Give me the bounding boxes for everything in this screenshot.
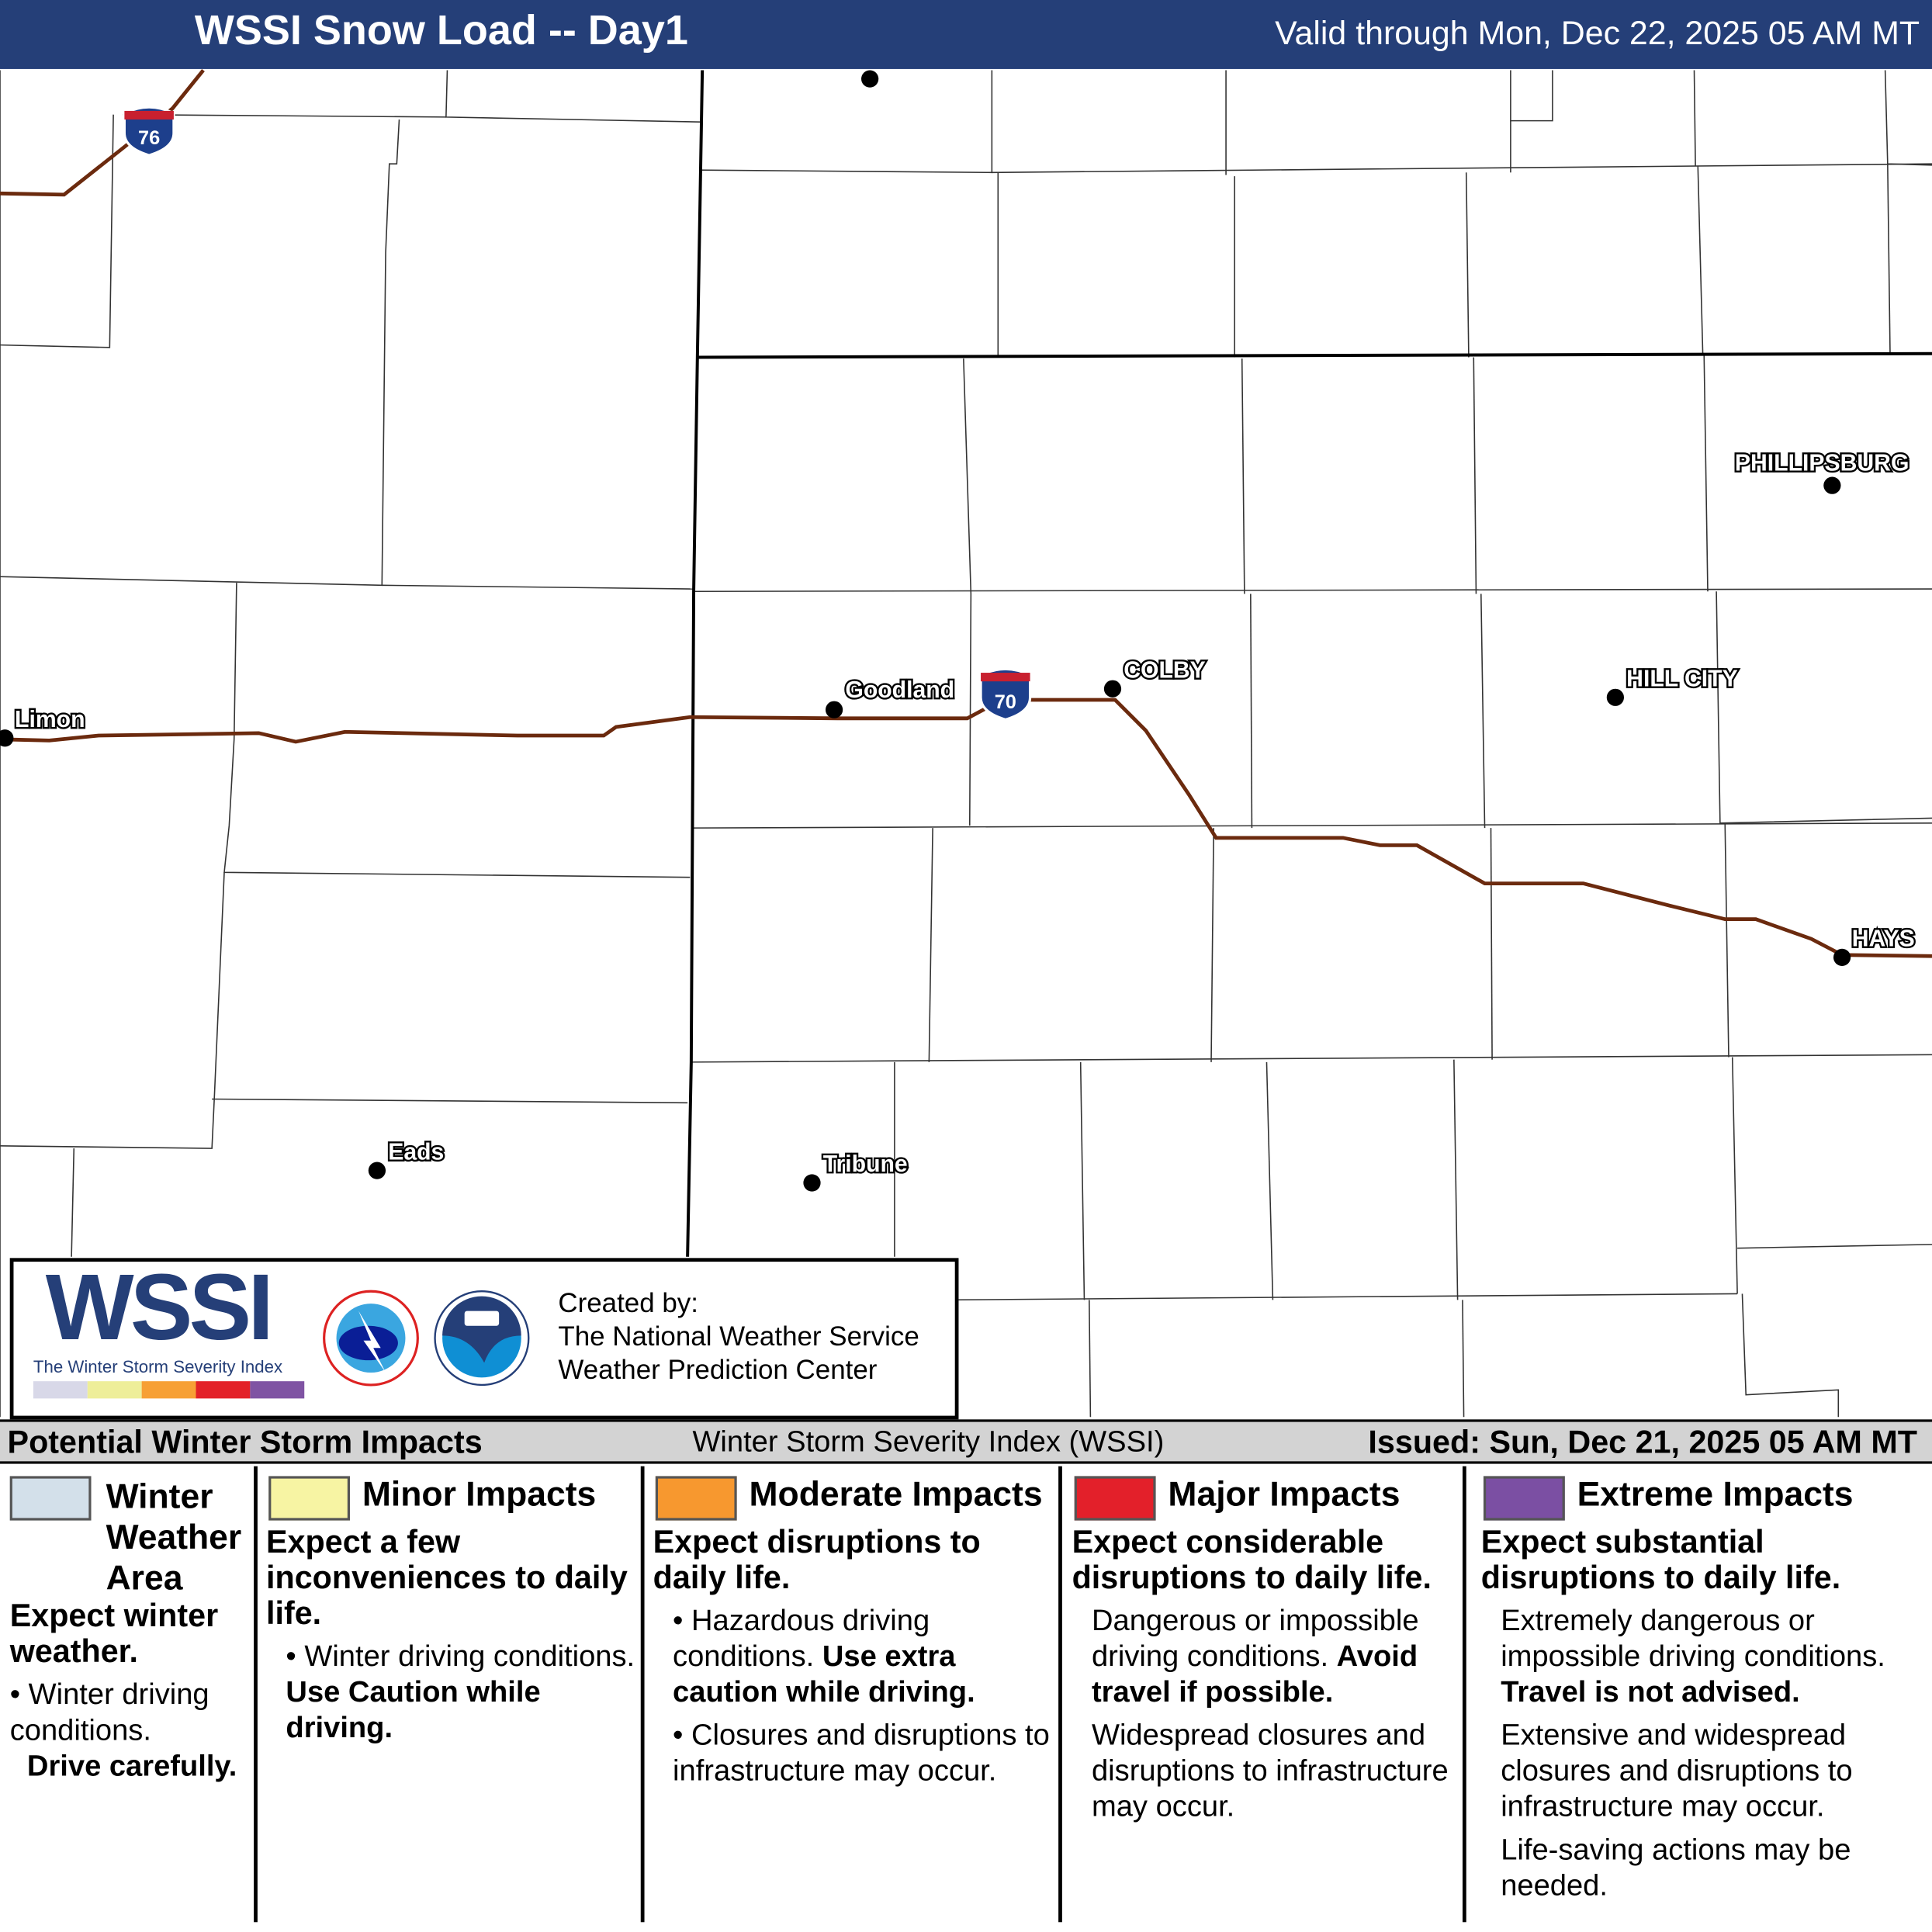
category-lead: Expect considerable disruptions to daily… — [1072, 1522, 1432, 1596]
legend-header: Potential Winter Storm Impacts Winter St… — [0, 1419, 1932, 1464]
divider — [1462, 1466, 1466, 1923]
interstate-shield-76: 76 — [123, 106, 175, 157]
shield-76-label: 76 — [138, 127, 160, 149]
creator-wpc: Weather Prediction Center — [558, 1354, 878, 1385]
city-dot — [1833, 948, 1851, 966]
item: Hazardous driving conditions. — [673, 1604, 930, 1674]
category-name: Extreme Impacts — [1577, 1474, 1854, 1514]
interstate-shield-70: 70 — [979, 667, 1032, 722]
city-dot — [1823, 476, 1841, 494]
swatch — [1483, 1476, 1565, 1521]
divider — [1058, 1466, 1062, 1923]
city-label-goodland: Goodland — [845, 677, 954, 703]
item: Dangerous or impossible driving conditio… — [1091, 1604, 1419, 1674]
legend-extreme-impacts: Extreme Impacts Expect substantial disru… — [1481, 1466, 1927, 1923]
item: Closures and disruptions to infrastructu… — [673, 1719, 1050, 1788]
item: Widespread closures and disruptions to i… — [1091, 1719, 1449, 1824]
item: Travel is not advised. — [1501, 1675, 1800, 1709]
swatch — [655, 1476, 737, 1521]
item: Use Caution while driving. — [286, 1675, 541, 1745]
item: Avoid travel if possible. — [1091, 1639, 1418, 1709]
wssi-tagline: The Winter Storm Severity Index — [33, 1356, 283, 1376]
divider — [640, 1466, 645, 1923]
noaa-logo-icon — [434, 1290, 530, 1387]
creator-nws: The National Weather Service — [558, 1321, 919, 1352]
category-name: Major Impacts — [1168, 1474, 1401, 1514]
legend-winter-weather-area: Winter Weather Area Expect winter weathe… — [9, 1466, 251, 1923]
city-dot — [825, 701, 843, 718]
legend-minor-impacts: Minor Impacts Expect a few inconvenience… — [266, 1474, 635, 1745]
legend-title: Potential Winter Storm Impacts — [7, 1423, 483, 1460]
item: Extremely dangerous or impossible drivin… — [1501, 1604, 1885, 1674]
swatch — [268, 1476, 350, 1521]
city-dot — [861, 70, 879, 88]
nws-noaa-logos — [323, 1290, 530, 1387]
item: Drive carefully. — [26, 1749, 237, 1783]
city-dot — [368, 1162, 386, 1179]
nws-logo-icon — [323, 1290, 419, 1387]
category-name: Moderate Impacts — [749, 1474, 1043, 1514]
swatch — [9, 1476, 92, 1521]
city-label-colby: COLBY — [1124, 657, 1206, 683]
wssi-logo: WSSI — [45, 1255, 274, 1361]
created-by: Created by: The National Weather Service… — [558, 1286, 919, 1387]
city-label-hill-city: HILL CITY — [1626, 667, 1738, 692]
category-lead: Expect winter weather. — [9, 1597, 219, 1670]
state-lines — [686, 70, 1932, 1257]
city-label-tribune: Tribune — [823, 1151, 908, 1177]
issued-time: Issued: Sun, Dec 21, 2025 05 AM MT — [1368, 1423, 1917, 1460]
category-lead: Expect substantial disruptions to daily … — [1480, 1522, 1841, 1596]
city-dot — [1103, 680, 1122, 698]
legend-moderate-impacts: Moderate Impacts Expect disruptions to d… — [653, 1466, 1055, 1923]
city-dot — [1606, 688, 1624, 706]
item: Use extra caution while driving. — [673, 1639, 975, 1709]
legend-subtitle: Winter Storm Severity Index (WSSI) — [692, 1425, 1165, 1459]
wssi-color-bar — [33, 1381, 305, 1399]
item: Life-saving actions may be needed. — [1501, 1833, 1851, 1903]
item: Winter driving conditions. — [9, 1678, 209, 1747]
valid-time: Valid through Mon, Dec 22, 2025 05 AM MT — [1275, 15, 1920, 52]
city-label-hays: HAYS — [1852, 926, 1915, 952]
swatch — [1074, 1476, 1156, 1521]
item: Extensive and widespread closures and di… — [1501, 1719, 1853, 1824]
cities: Limon Goodland COLBY HILL CITY PHILLIPSB… — [0, 70, 1916, 1192]
legend-major-impacts: Major Impacts Expect considerable disrup… — [1072, 1466, 1460, 1923]
category-name: Minor Impacts — [362, 1474, 597, 1514]
city-label-limon: Limon — [15, 707, 85, 732]
city-label-eads: Eads — [388, 1139, 444, 1165]
divider — [254, 1466, 258, 1923]
category-lead: Expect disruptions to daily life. — [653, 1522, 981, 1596]
created-by-label: Created by: — [558, 1287, 698, 1319]
category-lead: Expect a few inconveniences to daily lif… — [266, 1522, 628, 1632]
map-title: WSSI Snow Load -- Day1 — [194, 7, 688, 54]
map: 76 70 Limon Goodland COLBY HILL CITY PHI… — [0, 69, 1932, 1418]
category-name: Winter Weather Area — [106, 1477, 242, 1598]
city-dot — [0, 729, 14, 747]
interstate-roads — [0, 69, 1932, 958]
item: Winter driving conditions. — [304, 1639, 635, 1674]
city-dot — [803, 1174, 821, 1192]
header-bar: WSSI Snow Load -- Day1 Valid through Mon… — [0, 0, 1932, 69]
shield-70-label: 70 — [995, 691, 1016, 713]
city-label-phillipsburg: PHILLIPSBURG — [1735, 451, 1909, 476]
county-lines — [0, 70, 1932, 1418]
logo-box: WSSI The Winter Storm Severity Index Cre… — [9, 1255, 959, 1420]
